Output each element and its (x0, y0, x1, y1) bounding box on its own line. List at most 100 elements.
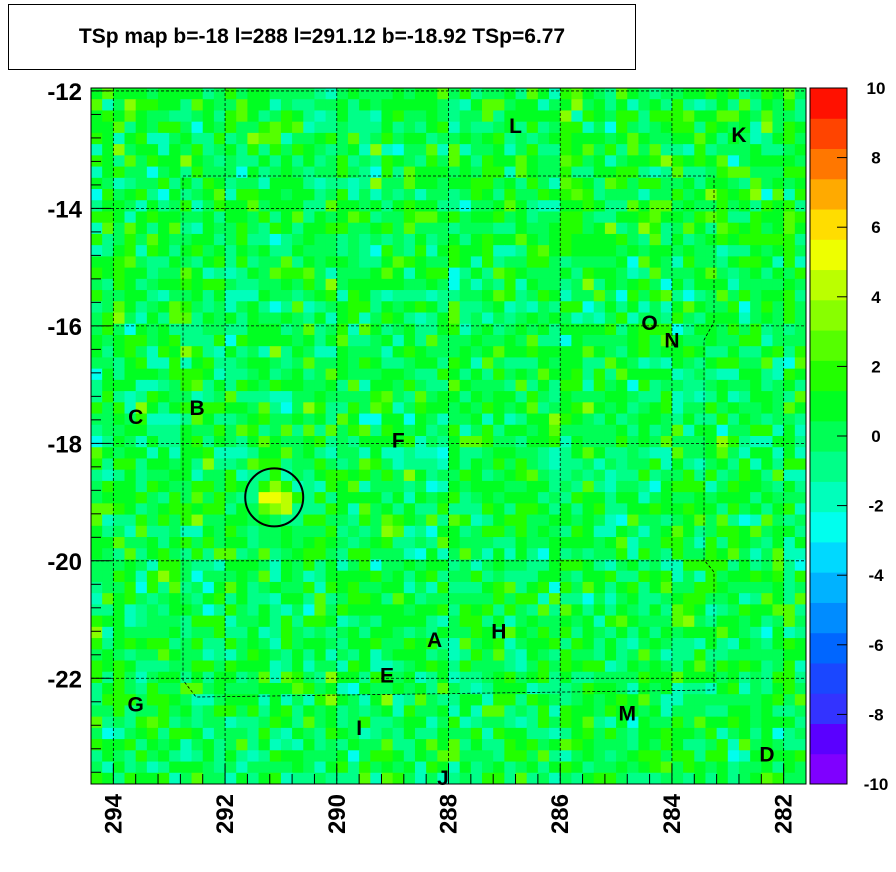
heatmap-cell (236, 772, 248, 784)
heatmap-cell (359, 615, 371, 628)
heatmap-cell (158, 480, 170, 493)
heatmap-cell (169, 593, 181, 605)
heatmap-cell (738, 626, 751, 639)
heatmap-cell (146, 233, 159, 246)
heatmap-cell (571, 682, 584, 695)
colorbar-segment (810, 693, 847, 724)
heatmap-cell (738, 99, 751, 112)
heatmap-cell (269, 548, 282, 561)
heatmap-cell (269, 492, 282, 504)
heatmap-cell (225, 739, 237, 751)
heatmap-cell (593, 88, 606, 100)
heatmap-cell (549, 750, 561, 763)
heatmap-cell (146, 323, 159, 336)
heatmap-cell (403, 559, 416, 572)
heatmap-cell (314, 110, 327, 123)
heatmap-cell (359, 469, 371, 482)
heatmap-cell (560, 447, 572, 460)
heatmap-cell (571, 581, 584, 594)
heatmap-cell (683, 177, 695, 190)
heatmap-cell (627, 155, 640, 168)
heatmap-cell (738, 682, 751, 695)
heatmap-cell (269, 424, 282, 437)
heatmap-cell (571, 222, 584, 235)
heatmap-cell (593, 694, 606, 707)
heatmap-cell (560, 671, 572, 684)
heatmap-cell (314, 716, 327, 729)
heatmap-cell (537, 334, 550, 347)
heatmap-cell (537, 200, 550, 213)
heatmap-cell (604, 166, 617, 179)
heatmap-cell (180, 346, 193, 359)
heatmap-cell (113, 492, 126, 504)
heatmap-cell (459, 682, 472, 695)
heatmap-cell (549, 559, 561, 572)
heatmap-cell (113, 604, 126, 617)
heatmap-cell (504, 290, 517, 302)
heatmap-cell (750, 99, 762, 112)
heatmap-cell (146, 357, 159, 370)
heatmap-cell (247, 480, 260, 493)
heatmap-cell (482, 458, 494, 471)
heatmap-cell (258, 391, 271, 403)
heatmap-cell (627, 615, 640, 628)
heatmap-cell (247, 458, 260, 471)
heatmap-cell (526, 739, 539, 751)
heatmap-cell (549, 694, 561, 707)
heatmap-cell (515, 436, 528, 448)
heatmap-cell (258, 739, 271, 751)
heatmap-cell (169, 537, 181, 549)
heatmap-cell (738, 537, 751, 549)
heatmap-cell (202, 424, 215, 437)
heatmap-cell (772, 570, 785, 583)
heatmap-cell (671, 132, 684, 145)
heatmap-cell (683, 290, 695, 302)
heatmap-cell (794, 739, 806, 751)
heatmap-cell (247, 402, 260, 415)
heatmap-cell (113, 357, 126, 370)
heatmap-cell (403, 492, 416, 504)
heatmap-cell (582, 436, 595, 448)
heatmap-cell (225, 323, 237, 336)
heatmap-cell (537, 436, 550, 448)
heatmap-cell (213, 739, 226, 751)
heatmap-cell (426, 694, 438, 707)
heatmap-cell (169, 436, 181, 448)
heatmap-cell (716, 694, 729, 707)
heatmap-cell (180, 177, 193, 190)
heatmap-cell (180, 570, 193, 583)
heatmap-cell (135, 222, 148, 235)
heatmap-cell (247, 525, 260, 538)
heatmap-cell (247, 323, 260, 336)
heatmap-cell (202, 727, 215, 740)
heatmap-cell (280, 132, 293, 145)
heatmap-cell (370, 581, 383, 594)
heatmap-cell (437, 357, 450, 370)
heatmap-cell (403, 604, 416, 617)
heatmap-cell (694, 346, 707, 359)
heatmap-cell (280, 615, 293, 628)
heatmap-cell (202, 615, 215, 628)
heatmap-cell (292, 222, 304, 235)
heatmap-cell (671, 424, 684, 437)
heatmap-cell (593, 413, 606, 426)
y-tick-label: -16 (47, 314, 82, 341)
heatmap-cell (347, 99, 360, 112)
heatmap-cell (470, 200, 483, 213)
heatmap-cell (549, 222, 561, 235)
colorbar-segment (810, 118, 847, 150)
heatmap-cell (772, 379, 785, 392)
heatmap-cell (638, 413, 651, 426)
heatmap-cell (225, 503, 237, 516)
heatmap-cell (347, 649, 360, 662)
heatmap-cell (716, 323, 729, 336)
heatmap-cell (761, 447, 774, 460)
heatmap-cell (493, 278, 505, 291)
heatmap-cell (169, 189, 181, 201)
heatmap-cell (102, 537, 114, 549)
heatmap-cell (660, 424, 673, 437)
heatmap-cell (135, 638, 148, 650)
heatmap-cell (91, 559, 103, 572)
heatmap-cell (604, 110, 617, 123)
heatmap-cell (202, 233, 215, 246)
